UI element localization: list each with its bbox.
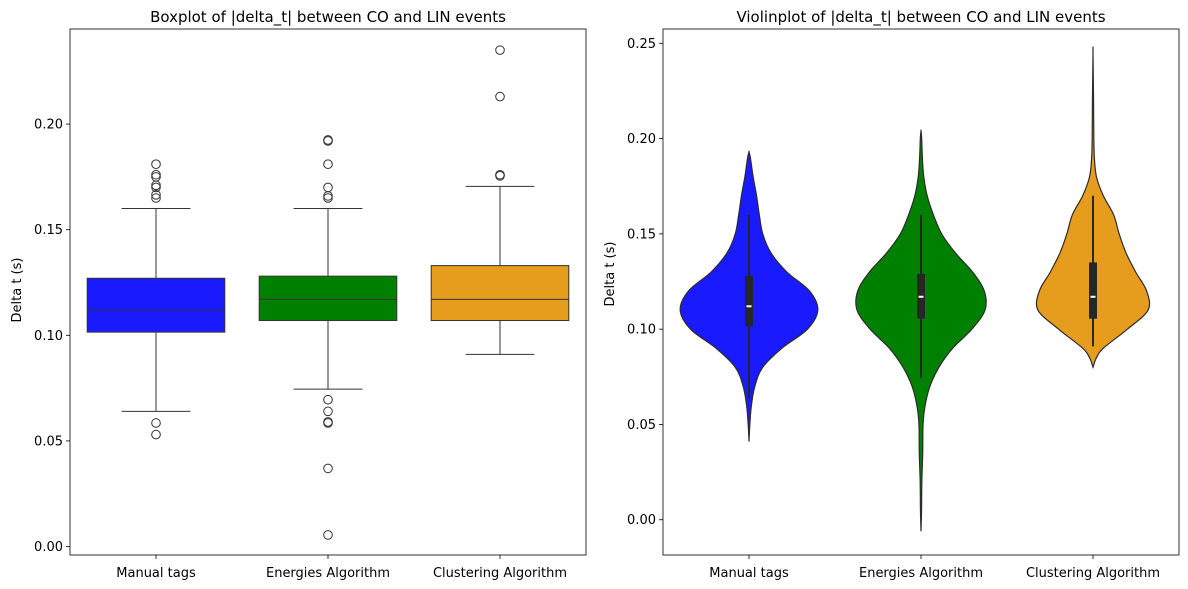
outlier-point bbox=[495, 45, 505, 55]
x-tick-label: Energies Algorithm bbox=[859, 566, 983, 581]
box-manual-tags bbox=[86, 159, 226, 440]
violinplot-title: Violinplot of |delta_t| between CO and L… bbox=[736, 8, 1105, 27]
outlier-point bbox=[323, 135, 333, 145]
x-tick-label: Energies Algorithm bbox=[266, 566, 390, 581]
boxplot-panel: Boxplot of |delta_t| between CO and LIN … bbox=[10, 8, 587, 581]
violinplot-marks bbox=[679, 46, 1151, 532]
y-tick-label: 0.00 bbox=[627, 513, 656, 528]
outlier-point bbox=[323, 406, 333, 417]
x-tick-label: Manual tags bbox=[116, 566, 196, 581]
violinplot-ylabel: Delta t (s) bbox=[603, 242, 618, 307]
y-tick-label: 0.25 bbox=[627, 37, 656, 52]
outlier-point bbox=[151, 169, 161, 180]
y-tick-label: 0.05 bbox=[34, 434, 63, 449]
violin-iqr-bar bbox=[745, 275, 753, 327]
y-tick-label: 0.05 bbox=[627, 418, 656, 433]
outlier-point bbox=[323, 417, 333, 427]
violin-clustering-algorithm bbox=[1035, 46, 1151, 370]
y-tick-label: 0.20 bbox=[627, 132, 656, 147]
outlier-point bbox=[323, 394, 333, 405]
violin-manual-tags bbox=[679, 150, 819, 442]
iqr-box bbox=[86, 277, 226, 333]
y-tick-label: 0.15 bbox=[627, 227, 656, 242]
boxplot-ylabel: Delta t (s) bbox=[10, 258, 25, 323]
outlier-point bbox=[151, 418, 161, 428]
box-energies-algorithm bbox=[258, 135, 398, 540]
boxplot-title: Boxplot of |delta_t| between CO and LIN … bbox=[150, 8, 506, 27]
boxplot-y-axis: 0.00 0.05 0.10 0.15 0.20 bbox=[34, 118, 70, 555]
boxplot-axes-frame bbox=[69, 28, 587, 556]
iqr-box bbox=[430, 265, 570, 322]
y-tick-label: 0.00 bbox=[34, 540, 63, 555]
box-clustering-algorithm bbox=[430, 45, 570, 355]
violin-iqr-bar bbox=[1089, 262, 1097, 319]
violinplot-y-axis: 0.00 0.05 0.10 0.15 0.20 0.25 bbox=[627, 37, 663, 528]
outlier-point bbox=[151, 193, 161, 203]
y-tick-label: 0.10 bbox=[627, 323, 656, 338]
boxplot-x-axis: Manual tags Energies Algorithm Clustering … bbox=[116, 555, 567, 581]
outlier-point bbox=[323, 463, 333, 474]
x-tick-label: Clustering Algorithm bbox=[1026, 566, 1160, 581]
outlier-point bbox=[495, 91, 505, 102]
y-tick-label: 0.15 bbox=[34, 223, 63, 238]
outlier-point bbox=[151, 159, 161, 169]
boxplot-marks bbox=[86, 45, 570, 540]
outlier-point bbox=[495, 169, 505, 180]
outlier-point bbox=[151, 190, 161, 200]
outlier-point bbox=[323, 530, 333, 540]
violinplot-axes-frame bbox=[662, 28, 1180, 556]
x-tick-label: Manual tags bbox=[709, 566, 789, 581]
y-tick-label: 0.10 bbox=[34, 329, 63, 344]
y-tick-label: 0.20 bbox=[34, 118, 63, 133]
x-tick-label: Clustering Algorithm bbox=[433, 566, 567, 581]
outlier-point bbox=[323, 159, 333, 169]
outlier-point bbox=[151, 429, 161, 440]
iqr-box bbox=[258, 275, 398, 322]
violin-energies-algorithm bbox=[855, 129, 987, 532]
outlier-point bbox=[323, 182, 333, 193]
violinplot-x-axis: Manual tags Energies Algorithm Clustering … bbox=[709, 555, 1160, 581]
violinplot-panel: Violinplot of |delta_t| between CO and L… bbox=[603, 8, 1180, 581]
